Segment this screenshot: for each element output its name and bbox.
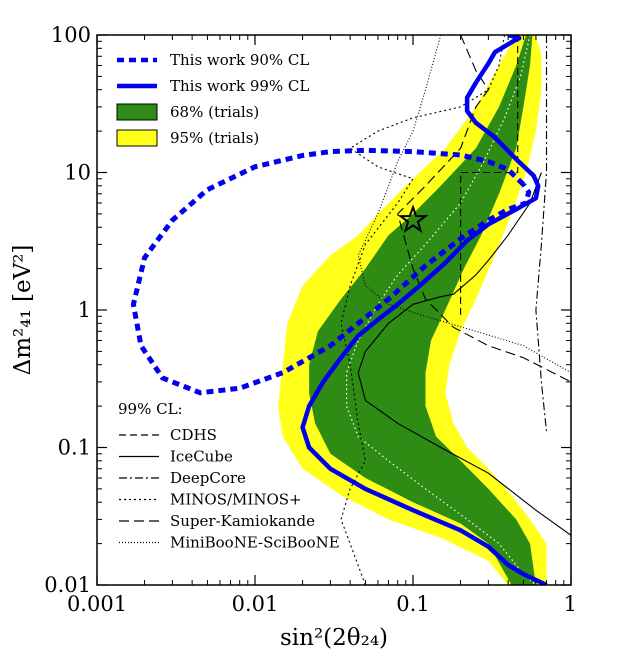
legend-entry: This work 90% CL [117,51,309,69]
legend-entry: IceCube [119,448,233,466]
legend-label: IceCube [170,448,233,466]
legend-label: This work 99% CL [170,77,309,95]
plot-area [130,35,571,585]
this-work-99cl-contour [300,35,548,585]
legend-entry: Super-Kamiokande [119,512,315,530]
legend-swatch [116,129,158,147]
legend-entry: MiniBooNE-SciBooNE [119,534,340,552]
y-tick-label: 0.01 [44,573,91,597]
legend-entry: MINOS/MINOS+ [119,491,302,509]
legend-swatch [116,103,158,121]
legend-top: This work 90% CL This work 99% CL 68% (tri… [116,51,309,147]
x-tick-label: 0.001 [67,592,127,616]
deepcore-line [535,35,548,432]
legend-label: This work 90% CL [170,51,309,69]
x-tick-label: 1 [564,592,577,616]
y-axis-title: Δm²₄₁ [eV²] [10,245,36,376]
y-tick-label: 10 [64,161,91,185]
legend-entry: DeepCore [119,469,246,487]
x-tick-label: 0.01 [232,592,279,616]
x-tick-label: 0.1 [396,592,429,616]
y-tick-label: 0.1 [58,436,91,460]
legend-label: CDHS [170,426,217,444]
legend-label: MINOS/MINOS+ [170,491,302,509]
legend-label: DeepCore [170,469,246,487]
legend-entry: 68% (trials) [116,103,259,121]
best-fit-star [397,204,429,234]
x-axis-title: sin²(2θ₂₄) [280,625,388,651]
y-tick-label: 1 [78,298,91,322]
median-sensitivity-line [346,35,537,585]
legend-entry: CDHS [119,426,217,444]
legend-label: 68% (trials) [170,103,259,121]
legend-entry: 95% (trials) [116,129,259,147]
superk-line [397,35,571,383]
legend-bottom-title: 99% CL: [118,400,183,418]
legend-label: MiniBooNE-SciBooNE [170,534,340,552]
y-tick-label: 100 [51,23,91,47]
axis-ticks [96,34,572,586]
this-work-90cl-contour [130,147,532,396]
legend-label: Super-Kamiokande [170,512,315,530]
icecube-line [357,172,571,536]
legend-label: 95% (trials) [170,129,259,147]
legend-entry: This work 99% CL [117,77,309,95]
cdhs-line [460,35,519,317]
legend-bottom: 99% CL: CDHS IceCube DeepCore MINOS/MINOS+ S… [118,400,340,552]
